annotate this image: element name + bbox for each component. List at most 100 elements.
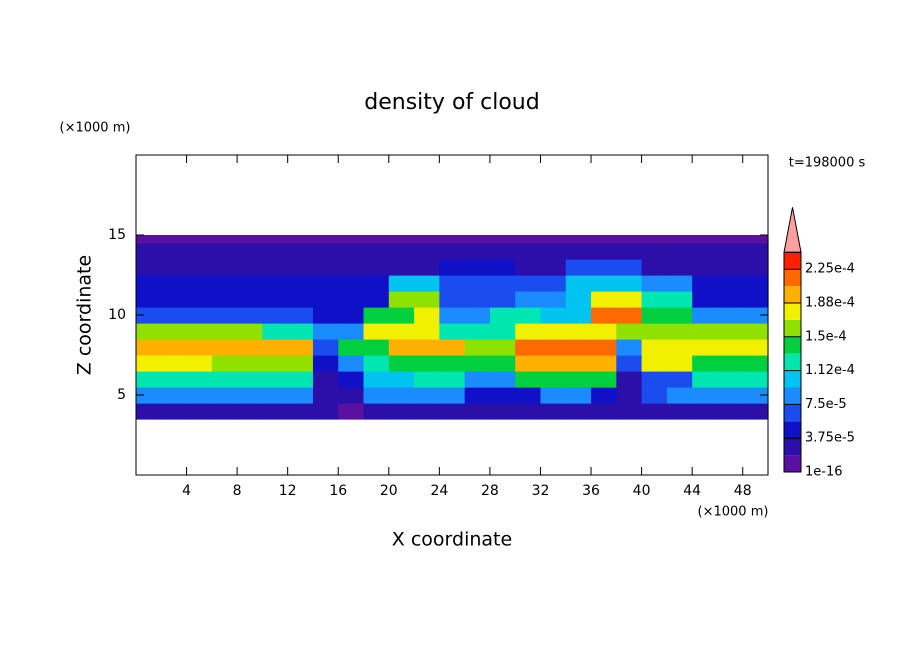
field-cell [161, 235, 188, 244]
field-cell [439, 403, 466, 420]
field-cell [641, 339, 668, 356]
field-cell [692, 387, 719, 404]
field-cell [742, 371, 769, 388]
field-cell [515, 387, 542, 404]
field-cell [717, 403, 744, 420]
field-cell [388, 387, 415, 404]
field-cell [515, 323, 542, 340]
field-cell [641, 235, 668, 244]
field-cell [211, 291, 238, 308]
time-label: t=198000 s [789, 156, 866, 171]
field-cell [211, 275, 238, 292]
field-cell [388, 355, 415, 372]
field-cell [287, 307, 314, 324]
field-cell [616, 291, 643, 308]
field-cell [211, 355, 238, 372]
field-cell [692, 339, 719, 356]
field-cell [186, 403, 213, 420]
field-cell [312, 307, 339, 324]
field-cell [742, 355, 769, 372]
field-cell [237, 403, 263, 420]
field-cell [287, 291, 314, 308]
field-cell [363, 307, 390, 324]
field-cell [237, 307, 263, 324]
field-cell [591, 323, 617, 340]
field-cell [565, 235, 592, 244]
colorbar-tick-label: 1.5e-4 [805, 329, 847, 344]
field-cell [464, 259, 491, 276]
field-cell [262, 339, 289, 356]
field-cell [287, 339, 314, 356]
field-cell [388, 235, 415, 244]
field-cell [287, 259, 314, 276]
field-cell [591, 235, 617, 244]
field-cell [616, 387, 643, 404]
field-cell [312, 323, 339, 340]
field-cell [565, 371, 592, 388]
contour-field [136, 235, 769, 420]
field-cell [161, 291, 188, 308]
colorbar-tick-label: 2.25e-4 [805, 262, 855, 277]
x-tick-label: 28 [481, 483, 499, 499]
field-cell [717, 291, 744, 308]
x-tick-label: 16 [329, 483, 347, 499]
x-tick-label: 8 [233, 483, 242, 499]
field-cell [312, 235, 339, 244]
field-cell [237, 323, 263, 340]
y-unit: (×1000 m) [60, 121, 131, 136]
field-cell [136, 291, 162, 308]
field-cell [565, 355, 592, 372]
field-cell [565, 243, 592, 260]
field-cell [439, 291, 466, 308]
field-cell [489, 275, 516, 292]
field-cell [464, 323, 491, 340]
field-cell [515, 243, 542, 260]
field-cell [186, 323, 213, 340]
field-cell [464, 387, 491, 404]
field-cell [312, 259, 339, 276]
field-cell [616, 259, 643, 276]
x-tick-label: 4 [182, 483, 191, 499]
field-cell [666, 259, 693, 276]
field-cell [540, 355, 567, 372]
field-cell [742, 403, 769, 420]
field-cell [388, 339, 415, 356]
field-cell [666, 323, 693, 340]
field-cell [237, 291, 263, 308]
field-cell [641, 355, 668, 372]
field-cell [692, 275, 719, 292]
field-cell [262, 275, 289, 292]
field-cell [717, 275, 744, 292]
field-cell [666, 371, 693, 388]
colorbar: 1e-16 3.75e-5 7.5e-5 1.12e-4 1.5e-4 1.88e-4 2.… [783, 207, 855, 480]
field-cell [717, 371, 744, 388]
field-cell [565, 323, 592, 340]
field-cell [363, 323, 390, 340]
field-cell [388, 291, 415, 308]
field-cell [540, 275, 567, 292]
field-cell [414, 291, 440, 308]
field-cell [237, 235, 263, 244]
field-cell [666, 355, 693, 372]
field-cell [717, 355, 744, 372]
field-cell [742, 387, 769, 404]
field-cell [312, 403, 339, 420]
field-cell [388, 371, 415, 388]
colorbar-tick-label: 3.75e-5 [805, 431, 855, 446]
x-axis-label: X coordinate [392, 529, 512, 551]
field-cell [489, 291, 516, 308]
field-cell [312, 339, 339, 356]
y-axis-label: Z coordinate [74, 255, 96, 375]
field-cell [489, 259, 516, 276]
field-cell [363, 371, 390, 388]
colorbar-band [784, 387, 801, 405]
colorbar-tick-label: 7.5e-5 [805, 397, 847, 412]
field-cell [692, 403, 719, 420]
x-tick-label: 44 [683, 483, 701, 499]
field-cell [186, 339, 213, 356]
field-cell [666, 307, 693, 324]
field-cell [287, 371, 314, 388]
field-cell [388, 307, 415, 324]
